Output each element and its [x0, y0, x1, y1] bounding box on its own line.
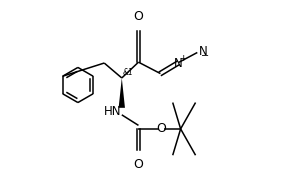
Text: +: +	[179, 54, 187, 63]
Text: O: O	[134, 10, 143, 23]
Text: N: N	[174, 56, 182, 70]
Text: O: O	[134, 158, 143, 171]
Polygon shape	[119, 78, 125, 108]
Text: −: −	[201, 51, 209, 61]
Text: N: N	[199, 45, 208, 58]
Text: &1: &1	[123, 68, 134, 77]
Text: O: O	[156, 122, 166, 135]
Text: HN: HN	[103, 105, 121, 118]
